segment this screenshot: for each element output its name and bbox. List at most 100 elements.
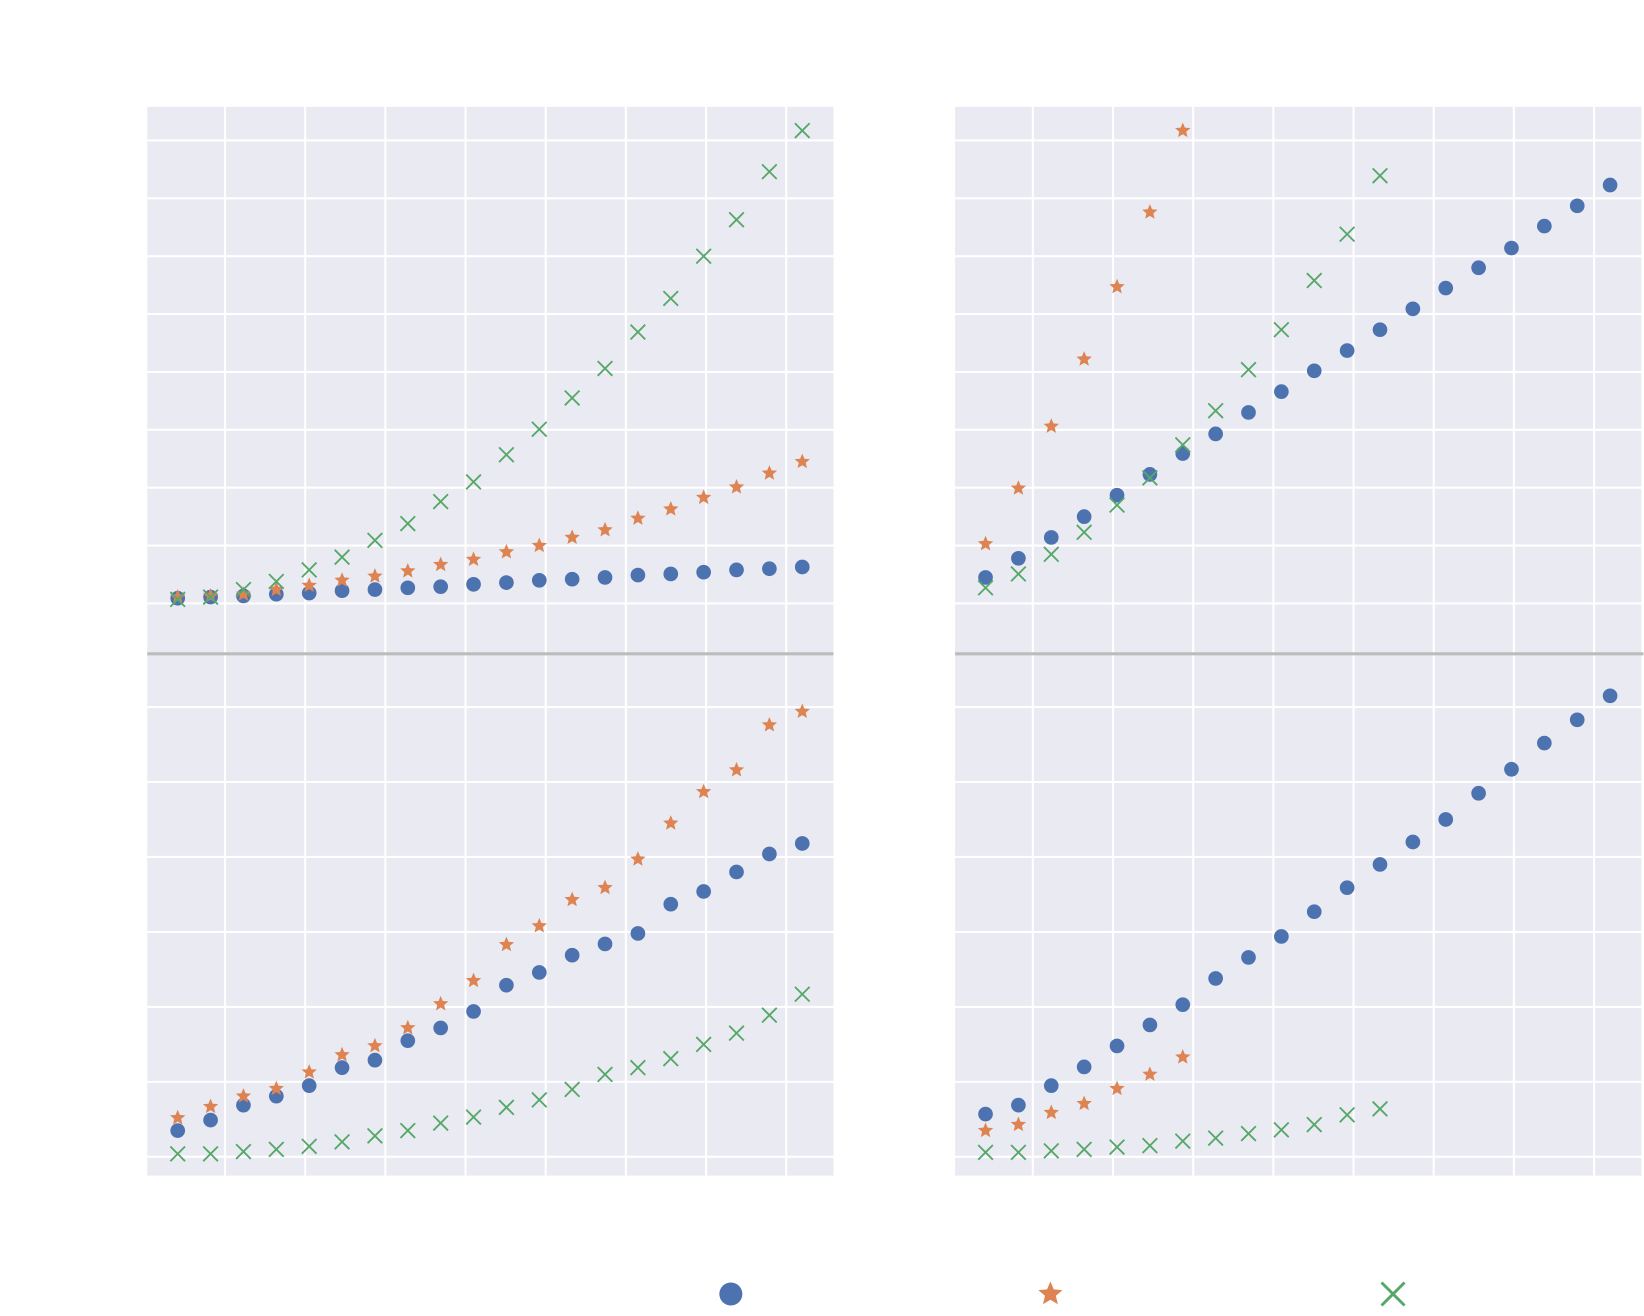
point xyxy=(1602,177,1618,193)
point xyxy=(366,1127,383,1144)
point xyxy=(399,515,416,532)
legend-marker xyxy=(1038,1281,1063,1305)
point xyxy=(663,566,679,582)
point xyxy=(1306,1116,1323,1133)
point xyxy=(696,564,711,580)
point xyxy=(170,1123,186,1138)
point xyxy=(564,891,580,907)
point xyxy=(301,577,317,593)
point xyxy=(498,446,515,463)
point xyxy=(466,577,481,592)
point xyxy=(465,1109,482,1126)
point xyxy=(1076,351,1092,366)
point xyxy=(728,761,745,777)
point xyxy=(1109,497,1126,514)
point xyxy=(531,965,547,980)
point xyxy=(531,537,547,553)
point xyxy=(235,1088,252,1103)
point xyxy=(268,1080,284,1096)
point xyxy=(564,529,580,545)
point xyxy=(630,926,646,941)
point xyxy=(1043,546,1060,563)
legend-marker xyxy=(719,1282,743,1306)
point xyxy=(978,570,993,585)
point xyxy=(794,836,810,851)
point xyxy=(1504,240,1519,256)
point xyxy=(268,586,284,602)
point xyxy=(367,568,383,583)
point xyxy=(498,1099,515,1116)
point xyxy=(662,290,679,307)
point xyxy=(1372,322,1388,338)
point xyxy=(1010,1144,1027,1161)
point xyxy=(268,581,284,597)
point xyxy=(1372,1100,1388,1117)
point xyxy=(597,936,613,952)
point xyxy=(334,1133,351,1150)
point xyxy=(762,561,777,577)
point xyxy=(498,543,515,559)
point xyxy=(1175,1049,1191,1064)
point xyxy=(1174,436,1191,453)
point xyxy=(729,562,744,578)
point xyxy=(1076,524,1093,541)
point xyxy=(1306,272,1323,289)
point xyxy=(1043,530,1059,545)
point xyxy=(1076,509,1092,524)
point xyxy=(1141,1137,1158,1154)
point xyxy=(629,324,646,340)
point xyxy=(268,573,285,590)
point xyxy=(202,589,219,606)
point xyxy=(1339,343,1355,358)
point xyxy=(597,521,613,537)
point xyxy=(268,1141,285,1158)
point xyxy=(1602,688,1618,704)
point xyxy=(499,977,514,993)
series xyxy=(978,177,1618,585)
point xyxy=(794,559,810,575)
point xyxy=(630,510,646,525)
point xyxy=(729,864,744,880)
point xyxy=(564,390,581,406)
point xyxy=(663,815,679,830)
point xyxy=(1339,226,1356,243)
subplot xyxy=(147,106,834,654)
plots xyxy=(147,106,1642,1176)
point xyxy=(564,571,580,587)
plot-background xyxy=(955,106,1642,654)
point xyxy=(1142,204,1158,219)
point xyxy=(1306,363,1322,379)
point xyxy=(761,465,778,480)
point xyxy=(662,1050,679,1067)
point xyxy=(400,1019,416,1035)
point xyxy=(1273,321,1290,338)
point xyxy=(1142,1017,1158,1033)
point xyxy=(1405,301,1421,317)
point xyxy=(1471,785,1486,801)
point xyxy=(629,1059,646,1076)
point xyxy=(466,1004,481,1019)
point xyxy=(1207,1130,1224,1147)
point xyxy=(235,586,252,601)
point xyxy=(433,995,449,1011)
point xyxy=(203,1112,218,1128)
point xyxy=(432,1115,449,1132)
point xyxy=(433,579,449,595)
point xyxy=(465,551,482,566)
point xyxy=(1043,1104,1059,1120)
series xyxy=(170,453,810,604)
point xyxy=(1372,857,1388,872)
point xyxy=(1174,1133,1191,1150)
point xyxy=(761,1007,778,1024)
point xyxy=(794,122,811,139)
point xyxy=(334,572,350,587)
point xyxy=(1240,1125,1257,1142)
point xyxy=(1405,834,1421,850)
point xyxy=(794,986,811,1003)
point xyxy=(531,572,547,588)
point xyxy=(499,575,514,590)
point xyxy=(977,579,994,596)
point xyxy=(367,582,383,597)
plot-background xyxy=(955,653,1642,1176)
point xyxy=(465,972,482,988)
